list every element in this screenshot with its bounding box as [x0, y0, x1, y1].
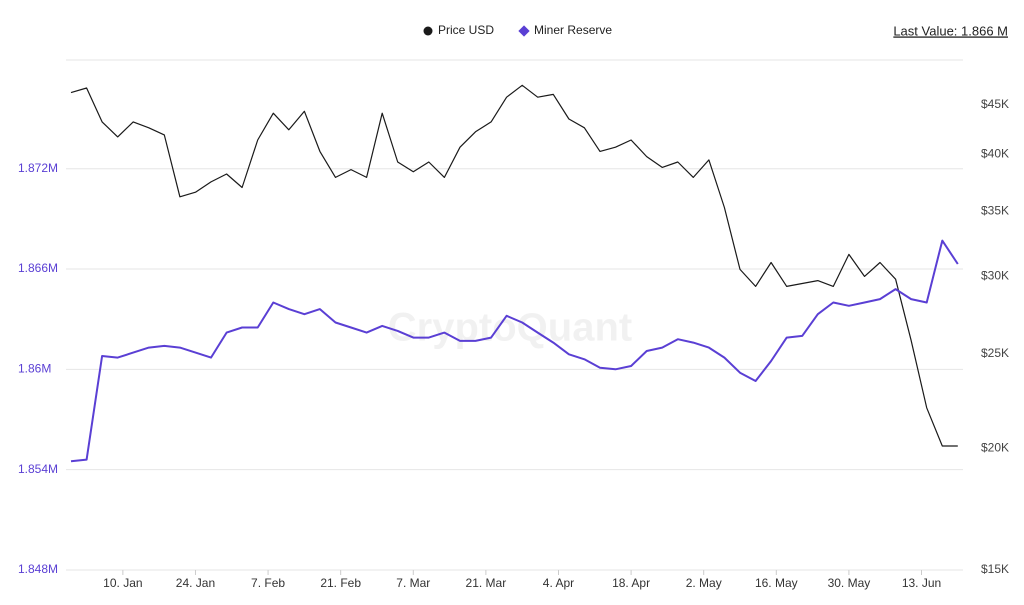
y2-tick-label: $40K — [981, 147, 1009, 161]
y-tick-label: 1.872M — [18, 161, 58, 175]
x-tick-label: 10. Jan — [103, 576, 142, 590]
x-tick-label: 4. Apr — [543, 576, 574, 590]
y2-tick-label: $15K — [981, 562, 1009, 576]
legend-label: Price USD — [438, 23, 494, 37]
x-tick-label: 13. Jun — [902, 576, 941, 590]
legend-item: Price USD — [423, 23, 494, 37]
y2-tick-label: $30K — [981, 269, 1009, 283]
x-tick-label: 18. Apr — [612, 576, 650, 590]
x-tick-label: 2. May — [686, 576, 722, 590]
legend-marker — [518, 25, 530, 37]
x-tick-label: 16. May — [755, 576, 798, 590]
y-tick-label: 1.86M — [18, 362, 51, 376]
y-tick-label: 1.848M — [18, 562, 58, 576]
series-line — [70, 239, 959, 463]
x-tick-label: 30. May — [828, 576, 871, 590]
x-tick-label: 21. Mar — [466, 576, 507, 590]
y2-tick-label: $35K — [981, 203, 1009, 217]
x-tick-label: 21. Feb — [320, 576, 361, 590]
y-tick-label: 1.854M — [18, 462, 58, 476]
legend-marker — [423, 26, 433, 36]
y2-tick-label: $45K — [981, 97, 1009, 111]
last-value[interactable]: Last Value: 1.866 M — [893, 23, 1008, 38]
watermark: CryptoQuant — [388, 306, 632, 350]
legend-label: Miner Reserve — [534, 23, 612, 37]
y2-tick-label: $25K — [981, 346, 1009, 360]
series-line — [70, 84, 958, 447]
legend-item: Miner Reserve — [518, 23, 612, 37]
x-tick-label: 7. Feb — [251, 576, 285, 590]
x-tick-label: 24. Jan — [176, 576, 215, 590]
y-tick-label: 1.866M — [18, 261, 58, 275]
y2-tick-label: $20K — [981, 440, 1009, 454]
x-tick-label: 7. Mar — [396, 576, 430, 590]
